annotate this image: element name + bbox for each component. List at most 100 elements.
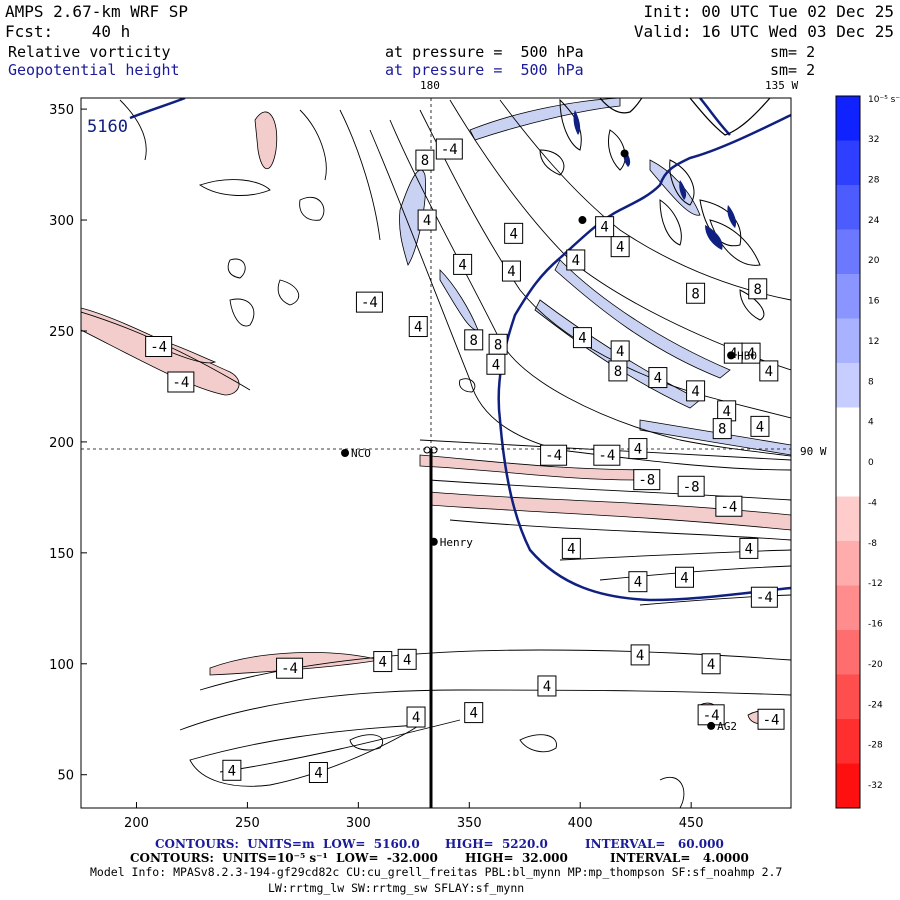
svg-text:4: 4 (423, 213, 431, 229)
colorbar-label: 8 (868, 377, 874, 387)
y-tick-label: 100 (49, 658, 74, 673)
station-dot (429, 537, 438, 546)
colorbar-cell (836, 674, 860, 719)
contour-label: 4 (464, 702, 484, 724)
contour-label: 4 (566, 249, 586, 271)
colorbar-label: -12 (868, 579, 883, 589)
x-axis-ticks: 200 250 300 350 400 450 (124, 802, 704, 831)
contour-labels: 8-44-4444488444448448444484844-4-4-8-8-4… (145, 138, 785, 783)
contour-label: 4 (537, 675, 557, 697)
colorbar-label: 0 (868, 458, 874, 468)
svg-text:4: 4 (747, 346, 755, 362)
colorbar-cell (836, 541, 860, 586)
svg-text:4: 4 (412, 710, 420, 726)
footer-height-high: HIGH= 5220.0 (445, 837, 548, 851)
colorbar-label: 24 (868, 216, 880, 226)
svg-text:8: 8 (470, 333, 478, 349)
contour-label: 4 (501, 260, 521, 282)
contour-label: 4 (504, 222, 524, 244)
footer-height-contours: CONTOURS: UNITS=m LOW= 5160.0 (155, 837, 420, 851)
contour-label: -4 (757, 708, 785, 730)
y-tick-label: 350 (49, 103, 74, 118)
colorbar-label: -24 (868, 700, 883, 710)
station-label: NCO (351, 447, 371, 460)
svg-text:-4: -4 (441, 142, 458, 158)
x-tick-label: 400 (568, 816, 593, 831)
station-label: AG2 (717, 720, 737, 733)
y-tick-label: 200 (49, 436, 74, 451)
svg-text:8: 8 (691, 286, 699, 302)
vorticity-fields (81, 98, 791, 808)
svg-text:8: 8 (421, 153, 429, 169)
contour-label: 4 (610, 340, 630, 362)
colorbar-label: -4 (868, 498, 877, 508)
y-axis-ticks: 350 300 250 200 150 100 50 (49, 103, 87, 784)
svg-text:-8: -8 (638, 473, 655, 489)
forecast-hour: Fcst: 40 h (5, 22, 131, 41)
contour-label: 4 (561, 537, 581, 559)
contour-label: 8 (748, 278, 768, 300)
field1-level: at pressure = 500 hPa (385, 43, 584, 61)
colorbar: 32 28 24 20 16 12 8 4 0 -4 -8 -12 -16 -20 -24 -28 -32 (835, 95, 883, 809)
contour-label: 4 (406, 706, 426, 728)
svg-text:-4: -4 (172, 375, 189, 391)
colorbar-cell (836, 585, 860, 630)
right-label-90w: 90 W (800, 445, 827, 458)
svg-text:4: 4 (654, 371, 662, 387)
footer-vorticity-high: HIGH= 32.000 (465, 851, 568, 865)
x-tick-label: 200 (124, 816, 149, 831)
svg-text:-4: -4 (598, 448, 615, 464)
svg-text:-4: -4 (756, 590, 773, 606)
x-tick-label: 300 (346, 816, 371, 831)
contour-label: 4 (739, 537, 759, 559)
footer-radiation-info: LW:rrtmg_lw SW:rrtmg_sw SFLAY:sf_mynn (268, 881, 525, 895)
contour-label: 4 (610, 236, 630, 258)
contour-label: -4 (593, 444, 621, 466)
svg-text:4: 4 (578, 331, 586, 347)
colorbar-label: 4 (868, 418, 874, 428)
svg-text:4: 4 (414, 320, 422, 336)
contour-label: 4 (648, 367, 668, 389)
vorticity-contours (81, 99, 791, 808)
contour-label: 4 (453, 253, 473, 275)
colorbar-cell (836, 318, 860, 363)
contour-label: 4 (373, 651, 393, 673)
svg-text:4: 4 (228, 763, 236, 779)
height-contours (129, 98, 791, 602)
x-tick-label: 450 (679, 816, 704, 831)
svg-text:8: 8 (718, 422, 726, 438)
contour-label: 4 (222, 759, 242, 781)
contour-label: 4 (717, 400, 737, 422)
svg-text:4: 4 (572, 253, 580, 269)
contour-label: 4 (750, 415, 770, 437)
station-label: Henry (440, 536, 473, 549)
contour-label: 4 (408, 316, 428, 338)
contour-label: 8 (686, 282, 706, 304)
y-tick-label: 50 (57, 769, 74, 784)
colorbar-cell (836, 452, 860, 497)
colorbar-cell (836, 96, 860, 141)
footer-vorticity-contours: CONTOURS: UNITS=10⁻⁵ s⁻¹ LOW= -32.000 (130, 851, 438, 865)
model-title: AMPS 2.67-km WRF SP (5, 2, 189, 21)
svg-text:4: 4 (636, 648, 644, 664)
contour-label: 4 (759, 360, 779, 382)
colorbar-cell (836, 496, 860, 541)
svg-text:4: 4 (492, 357, 500, 373)
svg-text:4: 4 (470, 706, 478, 722)
colorbar-cell (836, 185, 860, 230)
colorbar-cell (836, 140, 860, 185)
contour-label: 4 (486, 353, 506, 375)
colorbar-label: -28 (868, 741, 883, 751)
x-tick-label: 350 (457, 816, 482, 831)
svg-text:8: 8 (754, 282, 762, 298)
colorbar-cell (836, 630, 860, 675)
y-tick-label: 300 (49, 214, 74, 229)
coastlines (599, 98, 771, 136)
contour-label: -4 (697, 704, 725, 726)
contour-label: 4 (686, 380, 706, 402)
station-label: HBO (737, 349, 757, 362)
contour-label: 8 (464, 329, 484, 351)
plot-frame (80, 97, 792, 809)
contour-label: 4 (628, 571, 648, 593)
svg-text:4: 4 (507, 264, 515, 280)
